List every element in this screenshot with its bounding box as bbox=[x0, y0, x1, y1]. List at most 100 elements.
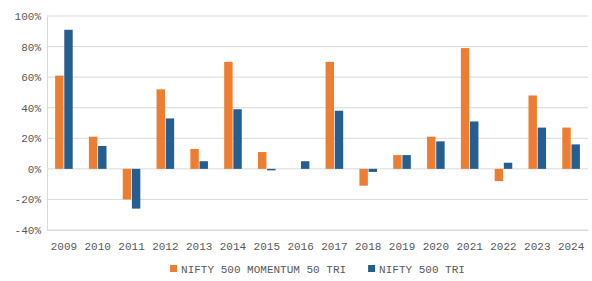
legend-label: NIFTY 500 MOMENTUM 50 TRI bbox=[181, 264, 346, 276]
bar bbox=[427, 137, 435, 169]
x-tick-label: 2010 bbox=[85, 241, 111, 253]
x-tick: 2016 bbox=[287, 230, 313, 253]
legend-item: NIFTY 500 MOMENTUM 50 TRI bbox=[170, 264, 346, 276]
grid-line bbox=[47, 138, 588, 139]
bar bbox=[528, 95, 536, 168]
x-tick-label: 2011 bbox=[118, 241, 145, 253]
y-tick: 40% bbox=[21, 103, 47, 115]
x-tick: 2017 bbox=[321, 230, 347, 253]
bar bbox=[224, 62, 232, 169]
x-tick: 2012 bbox=[152, 230, 178, 253]
bars bbox=[55, 30, 580, 209]
bar bbox=[562, 128, 570, 169]
grid bbox=[47, 16, 588, 230]
x-tick: 2024 bbox=[558, 230, 585, 253]
bar bbox=[470, 121, 478, 168]
x-tick-label: 2020 bbox=[423, 241, 449, 253]
x-tick: 2011 bbox=[118, 230, 145, 253]
x-tick-label: 2014 bbox=[220, 241, 247, 253]
x-tick-label: 2012 bbox=[152, 241, 178, 253]
x-tick: 2018 bbox=[355, 230, 381, 253]
legend: NIFTY 500 MOMENTUM 50 TRI NIFTY 500 TRI bbox=[170, 264, 465, 276]
x-tick: 2014 bbox=[220, 230, 247, 253]
bar bbox=[369, 169, 377, 172]
grid-line bbox=[47, 16, 588, 17]
legend-swatch bbox=[368, 265, 375, 272]
y-tick-label: -20% bbox=[15, 194, 42, 206]
bar bbox=[495, 169, 503, 181]
bar bbox=[98, 146, 106, 169]
bar bbox=[89, 137, 97, 169]
y-tick-label: 20% bbox=[21, 133, 41, 145]
y-tick-label: 80% bbox=[21, 42, 41, 54]
bar bbox=[504, 163, 512, 169]
x-tick-label: 2013 bbox=[186, 241, 212, 253]
bar bbox=[123, 169, 131, 200]
x-tick: 2010 bbox=[85, 230, 111, 253]
y-axis: -40% -20% 0% 20% 40% 60% 80% 100% bbox=[15, 11, 48, 237]
x-tick-label: 2022 bbox=[490, 241, 516, 253]
bar bbox=[132, 169, 140, 209]
y-tick-label: 0% bbox=[28, 164, 42, 176]
legend-label: NIFTY 500 TRI bbox=[379, 264, 465, 276]
bar bbox=[233, 109, 241, 169]
y-tick: 20% bbox=[21, 133, 47, 145]
bar bbox=[258, 152, 266, 169]
bar bbox=[393, 155, 401, 169]
y-tick-label: 60% bbox=[21, 72, 41, 84]
bar bbox=[166, 118, 174, 168]
x-tick-label: 2019 bbox=[389, 241, 415, 253]
x-tick-label: 2017 bbox=[321, 241, 347, 253]
x-tick-label: 2009 bbox=[51, 241, 77, 253]
x-tick-label: 2021 bbox=[456, 241, 483, 253]
grid-line bbox=[47, 77, 588, 78]
x-axis-line bbox=[48, 230, 589, 231]
x-tick: 2015 bbox=[254, 230, 280, 253]
x-tick: 2019 bbox=[389, 230, 415, 253]
x-tick-label: 2024 bbox=[558, 241, 585, 253]
bar bbox=[436, 141, 444, 169]
grid-line bbox=[47, 230, 588, 231]
y-tick: 80% bbox=[21, 42, 47, 54]
y-tick: 60% bbox=[21, 72, 47, 84]
bar bbox=[64, 30, 72, 169]
bar bbox=[326, 62, 334, 169]
x-axis: 2009 2010 2011 2012 2013 2014 2015 2016 2017 2018… bbox=[48, 230, 589, 253]
bar bbox=[267, 169, 275, 171]
x-tick-label: 2023 bbox=[524, 241, 550, 253]
grid-line bbox=[47, 46, 588, 47]
x-tick-label: 2015 bbox=[254, 241, 280, 253]
grid-line bbox=[47, 107, 588, 108]
y-tick: 100% bbox=[15, 11, 47, 23]
y-axis-line bbox=[47, 17, 48, 231]
x-tick: 2009 bbox=[51, 230, 77, 253]
plot: -40%-20%0%20%40%60%80%100%20092010201120… bbox=[15, 11, 589, 253]
y-tick: -20% bbox=[15, 194, 47, 206]
x-tick: 2020 bbox=[423, 230, 449, 253]
y-tick: 0% bbox=[28, 164, 47, 176]
x-tick: 2013 bbox=[186, 230, 212, 253]
y-tick: -40% bbox=[15, 225, 47, 237]
bar bbox=[301, 161, 309, 169]
bar bbox=[571, 144, 579, 168]
x-tick: 2021 bbox=[456, 230, 483, 253]
legend-swatch bbox=[170, 265, 177, 272]
series bbox=[64, 30, 580, 209]
bar bbox=[157, 89, 165, 168]
x-tick-label: 2018 bbox=[355, 241, 381, 253]
chart: -40%-20%0%20%40%60%80%100%20092010201120… bbox=[0, 0, 592, 281]
bar bbox=[538, 128, 546, 169]
x-tick-label: 2016 bbox=[287, 241, 313, 253]
y-tick-label: 100% bbox=[15, 11, 42, 23]
y-tick-label: 40% bbox=[21, 103, 41, 115]
bar bbox=[461, 48, 469, 169]
bar bbox=[200, 161, 208, 169]
bar bbox=[190, 149, 198, 169]
bar bbox=[402, 155, 410, 169]
bar bbox=[335, 111, 343, 169]
legend-item: NIFTY 500 TRI bbox=[368, 264, 465, 276]
bar bbox=[292, 168, 300, 169]
bar bbox=[55, 76, 63, 169]
x-tick: 2023 bbox=[524, 230, 550, 253]
y-tick-label: -40% bbox=[15, 225, 42, 237]
